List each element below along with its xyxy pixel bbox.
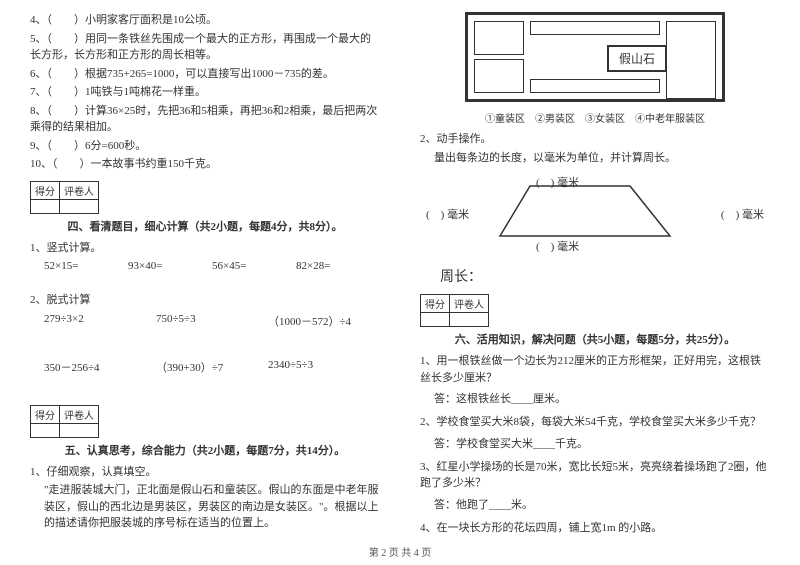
score-cell <box>31 423 60 437</box>
s4-q1-items: 52×15= 93×40= 56×45= 82×28= <box>30 260 380 272</box>
s6-q1: 1、用一根铁丝做一个边长为212厘米的正方形框架，正好用完，这根铁丝长多少厘米？ <box>420 353 770 386</box>
trapezoid-svg <box>470 176 720 250</box>
page-footer: 第 2 页 共 4 页 <box>0 544 800 559</box>
right-column: 假山石 ①童装区 ②男装区 ③女装区 ④中老年服装区 2、动手操作。 量出每条边… <box>420 12 770 538</box>
score-box-s4: 得分评卷人 <box>30 181 380 214</box>
tf-q9: 9、（ ）6分=600秒。 <box>30 138 380 155</box>
calc-item: 82×28= <box>296 260 380 272</box>
tf-q4: 4、（ ）小明家客厅面积是10公顷。 <box>30 12 380 29</box>
s5-q2-label: 2、动手操作。 <box>420 131 770 148</box>
diagram-region <box>474 59 524 93</box>
layout-diagram: 假山石 <box>465 12 725 102</box>
measure-bottom: ( ) 毫米 <box>536 238 579 254</box>
s6-q4: 4、在一块长方形的花坛四周，铺上宽1m 的小路。 <box>420 520 770 537</box>
score-cell <box>31 199 60 213</box>
s6-q2: 2、学校食堂买大米8袋，每袋大米54千克，学校食堂买大米多少千克？ <box>420 414 770 431</box>
diagram-region <box>474 21 524 55</box>
score-label: 得分 <box>421 295 450 313</box>
calc-item: 350－256÷4 <box>44 359 156 375</box>
diagram-legend: ①童装区 ②男装区 ③女装区 ④中老年服装区 <box>420 110 770 125</box>
calc-item: 52×15= <box>44 260 128 272</box>
s6-a2: 答：学校食堂买大米____千克。 <box>420 435 770 451</box>
measure-top: ( ) 毫米 <box>536 174 579 190</box>
calc-item: 750÷5÷3 <box>156 313 268 329</box>
calc-item: 93×40= <box>128 260 212 272</box>
tf-q5: 5、（ ）用同一条铁丝先围成一个最大的正方形，再围成一个最大的长方形，长方形和正… <box>30 31 380 64</box>
reviewer-cell <box>60 199 99 213</box>
score-table: 得分评卷人 <box>30 181 99 214</box>
s4-q2-row2: 350－256÷4 （390+30）÷7 2340÷5÷3 <box>30 359 380 375</box>
calc-item: （390+30）÷7 <box>156 359 268 375</box>
section5-title: 五、认真思考，综合能力（共2小题，每题7分，共14分）。 <box>30 442 380 458</box>
diagram-region <box>530 21 660 35</box>
score-cell <box>421 313 450 327</box>
left-column: 4、（ ）小明家客厅面积是10公顷。 5、（ ）用同一条铁丝先围成一个最大的正方… <box>30 12 380 538</box>
tf-q10: 10、（ ）一本故事书约重150千克。 <box>30 156 380 173</box>
measure-left: ( ) 毫米 <box>426 206 469 222</box>
s5-q2-instruction: 量出每条边的长度，以毫米为单位，并计算周长。 <box>420 150 770 167</box>
diagram-region <box>530 79 660 93</box>
reviewer-label: 评卷人 <box>450 295 489 313</box>
s6-q3: 3、红星小学操场的长是70米，宽比长短5米，亮亮绕着操场跑了2圈，他跑了多少米？ <box>420 459 770 492</box>
diagram-center-label: 假山石 <box>607 45 667 72</box>
s4-q2-row1: 279÷3×2 750÷5÷3 （1000－572）÷4 <box>30 313 380 329</box>
s4-q1-label: 1、竖式计算。 <box>30 240 380 257</box>
s6-a1: 答：这根铁丝长____厘米。 <box>420 390 770 406</box>
score-label: 得分 <box>31 405 60 423</box>
calc-item: 56×45= <box>212 260 296 272</box>
score-table: 得分评卷人 <box>420 294 489 327</box>
s5-q1-label: 1、仔细观察，认真填空。 <box>30 464 380 481</box>
s4-q2-label: 2、脱式计算 <box>30 292 380 309</box>
reviewer-label: 评卷人 <box>60 181 99 199</box>
score-label: 得分 <box>31 181 60 199</box>
calc-item: （1000－572）÷4 <box>268 313 380 329</box>
reviewer-label: 评卷人 <box>60 405 99 423</box>
score-box-s5: 得分评卷人 <box>30 405 380 438</box>
score-table: 得分评卷人 <box>30 405 99 438</box>
calc-item: 279÷3×2 <box>44 313 156 329</box>
reviewer-cell <box>450 313 489 327</box>
score-box-s6: 得分评卷人 <box>420 294 770 327</box>
measure-right: ( ) 毫米 <box>721 206 764 222</box>
perimeter-label: 周长： <box>440 266 770 286</box>
tf-q6: 6、（ ）根据735+265=1000，可以直接写出1000－735的差。 <box>30 66 380 83</box>
s6-a3: 答：他跑了____米。 <box>420 496 770 512</box>
calc-item: 2340÷5÷3 <box>268 359 380 375</box>
s5-q1-text: "走进服装城大门，正北面是假山石和童装区。假山的东面是中老年服装区，假山的西北边… <box>30 482 380 532</box>
tf-q7: 7、（ ）1吨铁与1吨棉花一样重。 <box>30 84 380 101</box>
section4-title: 四、看清题目，细心计算（共2小题，每题4分，共8分）。 <box>30 218 380 234</box>
section6-title: 六、活用知识，解决问题（共5小题，每题5分，共25分）。 <box>420 331 770 347</box>
diagram-region <box>666 21 716 99</box>
tf-q8: 8、（ ）计算36×25时，先把36和5相乘，再把36和2相乘，最后把两次乘得的… <box>30 103 380 136</box>
trapezoid-diagram: ( ) 毫米 ( ) 毫米 ( ) 毫米 ( ) 毫米 <box>420 176 770 256</box>
reviewer-cell <box>60 423 99 437</box>
